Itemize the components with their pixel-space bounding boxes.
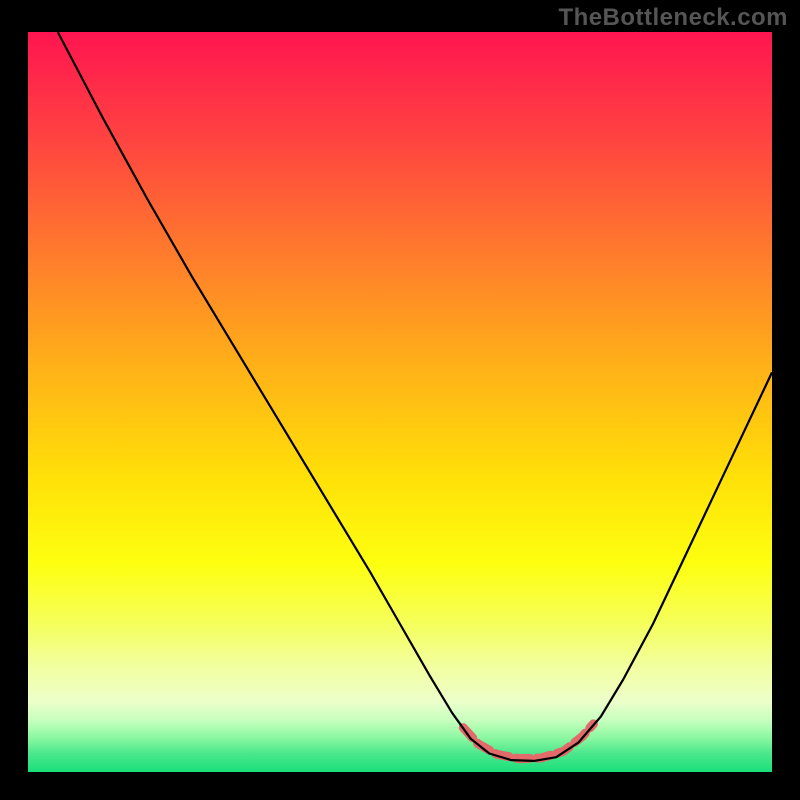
gradient-background xyxy=(28,32,772,772)
watermark-text: TheBottleneck.com xyxy=(558,4,788,32)
plot-area xyxy=(28,32,772,772)
chart-frame: TheBottleneck.com xyxy=(0,0,800,800)
chart-svg xyxy=(28,32,772,772)
